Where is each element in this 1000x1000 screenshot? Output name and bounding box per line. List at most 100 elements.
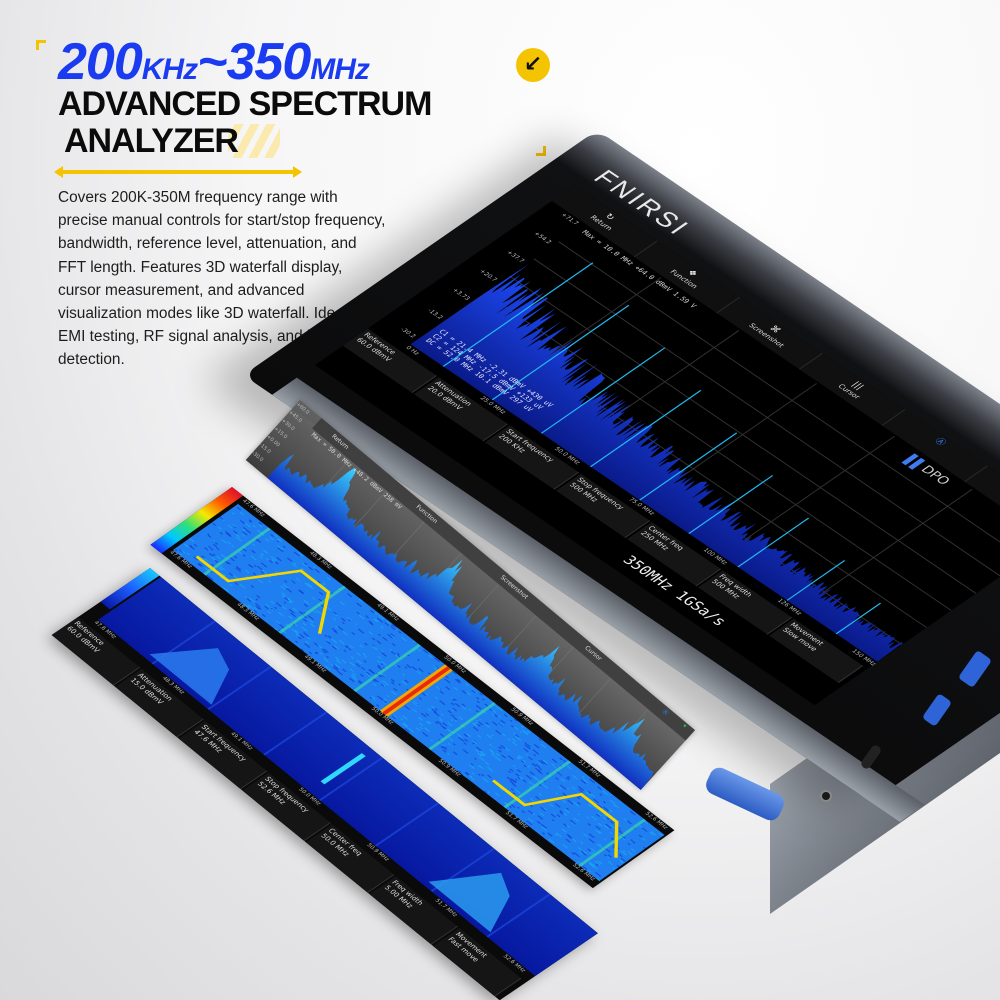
- noise-speck: [434, 696, 439, 700]
- noise-speck: [314, 652, 318, 655]
- noise-speck: [453, 698, 457, 702]
- noise-speck: [466, 733, 472, 737]
- noise-speck: [412, 640, 416, 643]
- noise-speck: [461, 705, 467, 710]
- noise-speck: [226, 561, 231, 565]
- noise-speck: [559, 811, 564, 815]
- noise-speck: [265, 557, 270, 561]
- noise-speck: [439, 690, 445, 695]
- noise-speck: [380, 661, 387, 666]
- noise-speck: [435, 686, 441, 690]
- center-carrier: [320, 753, 366, 785]
- noise-speck: [402, 722, 409, 727]
- noise-speck: [247, 604, 254, 610]
- noise-speck: [550, 763, 556, 767]
- noise-speck: [359, 673, 365, 677]
- noise-speck: [541, 832, 546, 835]
- noise-speck: [358, 614, 365, 620]
- y-tick-label: +20.7: [477, 268, 499, 283]
- noise-speck: [453, 717, 458, 721]
- noise-speck: [472, 726, 479, 732]
- noise-speck: [342, 668, 347, 673]
- noise-speck: [427, 708, 432, 712]
- auto-icon[interactable]: Ⓐ: [660, 707, 670, 717]
- noise-speck: [555, 792, 559, 795]
- noise-speck: [471, 772, 475, 775]
- noise-speck: [509, 768, 514, 772]
- noise-speck: [450, 714, 456, 718]
- panel-y-tick: -30.0: [250, 450, 265, 464]
- noise-speck: [458, 770, 462, 773]
- noise-speck: [398, 683, 401, 686]
- noise-speck: [379, 649, 385, 653]
- noise-speck: [235, 565, 242, 571]
- noise-speck: [536, 760, 544, 766]
- noise-speck: [559, 810, 564, 814]
- noise-speck: [390, 690, 397, 696]
- noise-speck: [499, 787, 504, 792]
- noise-speck: [250, 585, 255, 588]
- noise-speck: [234, 582, 239, 586]
- noise-speck: [434, 707, 438, 711]
- noise-speck: [338, 639, 345, 645]
- noise-speck: [538, 738, 542, 741]
- noise-speck: [225, 532, 232, 538]
- pause-icon[interactable]: ⏸: [681, 722, 689, 730]
- noise-speck: [627, 842, 631, 846]
- noise-speck: [341, 659, 347, 664]
- noise-speck: [470, 763, 474, 766]
- noise-speck: [279, 632, 286, 638]
- center-carrier-core: [382, 666, 451, 715]
- noise-speck: [483, 790, 487, 794]
- noise-speck: [222, 587, 230, 592]
- frequency-headline: 200KHz~350MHz: [58, 36, 370, 96]
- noise-speck: [527, 810, 533, 814]
- noise-speck: [474, 757, 477, 760]
- noise-speck: [481, 773, 485, 777]
- noise-speck: [219, 576, 224, 580]
- noise-speck: [260, 571, 265, 574]
- noise-speck: [609, 820, 615, 824]
- noise-speck: [275, 602, 283, 608]
- noise-speck: [471, 688, 478, 694]
- noise-speck: [393, 664, 397, 667]
- signal-trace: [353, 643, 421, 692]
- noise-speck: [294, 629, 299, 634]
- noise-speck: [551, 819, 555, 822]
- noise-speck: [582, 778, 589, 783]
- noise-speck: [477, 752, 483, 757]
- noise-speck: [572, 838, 577, 843]
- noise-speck: [229, 583, 233, 587]
- noise-speck: [396, 652, 400, 656]
- noise-speck: [265, 603, 272, 609]
- noise-speck: [217, 566, 223, 571]
- noise-speck: [622, 837, 626, 841]
- noise-speck: [603, 825, 610, 830]
- noise-speck: [535, 796, 541, 801]
- noise-speck: [291, 628, 299, 634]
- noise-speck: [217, 526, 223, 530]
- noise-speck: [391, 643, 396, 647]
- noise-speck: [525, 774, 532, 780]
- noise-speck: [569, 819, 577, 825]
- noise-speck: [259, 555, 263, 559]
- y-tick-label: +3.73: [450, 287, 472, 302]
- noise-speck: [364, 655, 368, 659]
- noise-speck: [295, 635, 299, 638]
- noise-speck: [256, 565, 263, 571]
- noise-speck: [609, 831, 613, 835]
- noise-speck: [554, 777, 559, 781]
- noise-speck: [377, 666, 383, 671]
- noise-speck: [523, 764, 527, 768]
- noise-speck: [498, 707, 504, 712]
- ridge-line: [263, 711, 328, 756]
- noise-speck: [609, 824, 617, 830]
- noise-speck: [212, 522, 217, 526]
- noise-speck: [357, 628, 365, 634]
- noise-speck: [250, 555, 257, 561]
- noise-speck: [572, 775, 578, 779]
- noise-speck: [595, 863, 599, 866]
- harmonic-spike: [491, 304, 630, 401]
- noise-speck: [533, 753, 537, 757]
- noise-speck: [321, 648, 325, 651]
